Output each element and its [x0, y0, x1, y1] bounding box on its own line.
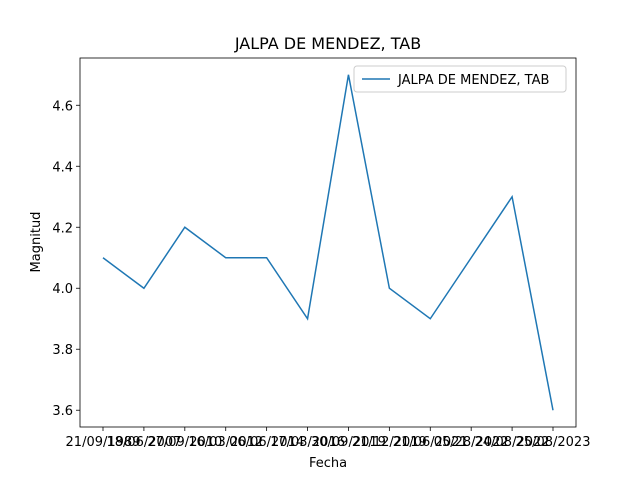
x-tick-label: 05/28/2022: [434, 435, 509, 450]
x-tick-label: 16/03/2012: [188, 435, 263, 450]
x-tick-label: 30/09/2019: [311, 435, 386, 450]
y-tick-label: 4.2: [52, 221, 73, 236]
y-tick-label: 3.6: [52, 404, 73, 419]
legend-label: JALPA DE MENDEZ, TAB: [397, 73, 549, 88]
y-tick-label: 4.0: [52, 282, 73, 297]
x-tick-label: 25/08/2023: [516, 435, 591, 450]
y-axis-label: Magnitud: [29, 212, 44, 273]
x-tick-label: 21/12/2019: [352, 435, 427, 450]
data-line: [102, 74, 554, 411]
chart-title: JALPA DE MENDEZ, TAB: [234, 34, 421, 53]
x-tick-label: 21/06/2021: [393, 435, 468, 450]
y-tick-label: 4.4: [52, 160, 73, 175]
plot-frame: [79, 57, 577, 428]
x-tick-label: 17/03/2016: [270, 435, 345, 450]
legend-box: [353, 65, 567, 93]
y-tick-label: 3.8: [52, 343, 73, 358]
x-tick-label: 24/08/2022: [475, 435, 550, 450]
x-tick-label: 06/06/2014: [229, 435, 304, 450]
x-axis-label: Fecha: [309, 456, 347, 471]
y-tick-label: 4.6: [52, 99, 73, 114]
x-tick-label: 18/06/2007: [106, 435, 181, 450]
x-tick-label: 21/09/1989: [66, 435, 141, 450]
x-tick-label: 27/09/2010: [147, 435, 222, 450]
